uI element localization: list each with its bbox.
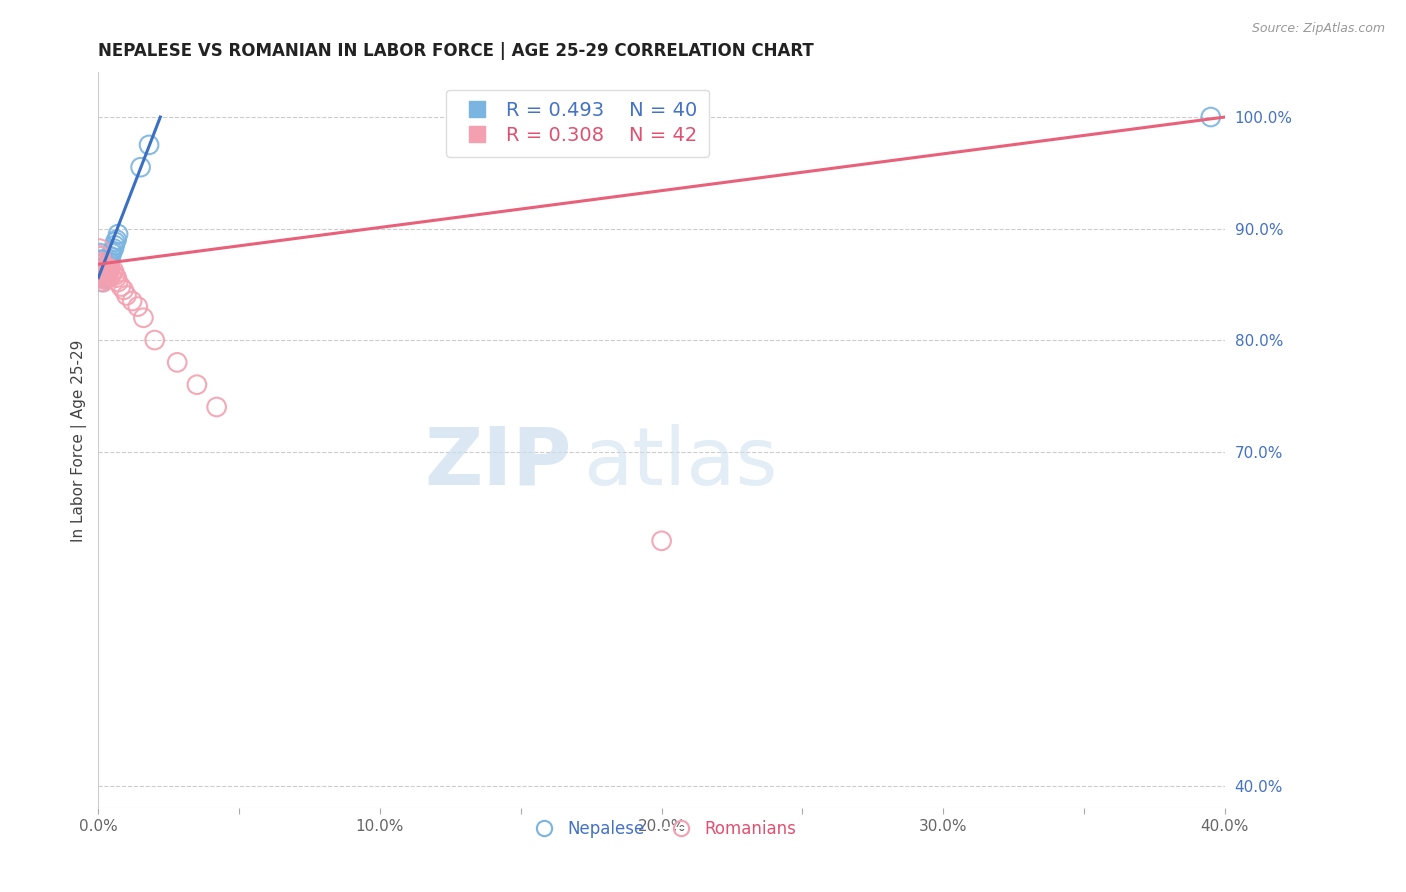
Point — [94, 273, 117, 287]
Point — [98, 255, 121, 269]
Point — [93, 264, 115, 278]
Point — [101, 266, 124, 280]
Point — [98, 264, 121, 278]
Point — [100, 249, 122, 263]
Point — [651, 533, 673, 548]
Point — [110, 279, 132, 293]
Point — [104, 268, 127, 283]
Point — [97, 257, 120, 271]
Point — [89, 248, 111, 262]
Point — [90, 260, 112, 274]
Point — [121, 293, 143, 308]
Point — [96, 268, 118, 283]
Point — [91, 275, 114, 289]
Point — [90, 264, 112, 278]
Point — [98, 261, 121, 276]
Point — [93, 266, 115, 280]
Point — [93, 268, 115, 283]
Point — [91, 252, 114, 267]
Text: ZIP: ZIP — [425, 424, 571, 501]
Point — [90, 268, 112, 283]
Point — [93, 261, 115, 276]
Point — [91, 271, 114, 285]
Point — [90, 260, 112, 275]
Point — [127, 300, 149, 314]
Point — [90, 270, 112, 285]
Point — [98, 252, 121, 267]
Point — [89, 255, 111, 269]
Point — [91, 260, 114, 274]
Point — [1199, 110, 1222, 124]
Point — [94, 264, 117, 278]
Text: NEPALESE VS ROMANIAN IN LABOR FORCE | AGE 25-29 CORRELATION CHART: NEPALESE VS ROMANIAN IN LABOR FORCE | AG… — [98, 42, 814, 60]
Point — [93, 260, 115, 275]
Point — [100, 268, 122, 283]
Point — [103, 264, 125, 278]
Text: Source: ZipAtlas.com: Source: ZipAtlas.com — [1251, 22, 1385, 36]
Point — [96, 260, 118, 275]
Point — [96, 268, 118, 283]
Point — [90, 252, 112, 267]
Point — [93, 261, 115, 276]
Legend: Nepalese, Romanians: Nepalese, Romanians — [520, 813, 803, 844]
Point — [103, 242, 125, 256]
Point — [90, 255, 112, 269]
Y-axis label: In Labor Force | Age 25-29: In Labor Force | Age 25-29 — [72, 339, 87, 541]
Point — [91, 266, 114, 280]
Point — [205, 400, 228, 414]
Point — [107, 227, 129, 241]
Point — [105, 270, 128, 285]
Point — [93, 270, 115, 285]
Point — [101, 246, 124, 260]
Point — [93, 270, 115, 285]
Point — [98, 255, 121, 269]
Point — [105, 233, 128, 247]
Point — [94, 264, 117, 278]
Point — [96, 264, 118, 278]
Point — [90, 257, 112, 271]
Point — [90, 268, 112, 283]
Point — [112, 283, 135, 297]
Point — [138, 137, 160, 152]
Point — [97, 266, 120, 280]
Point — [104, 238, 127, 252]
Point — [107, 275, 129, 289]
Point — [89, 246, 111, 260]
Point — [94, 271, 117, 285]
Point — [115, 288, 138, 302]
Point — [93, 268, 115, 283]
Point — [89, 242, 111, 256]
Point — [101, 244, 124, 258]
Point — [91, 264, 114, 278]
Point — [132, 310, 155, 325]
Point — [143, 333, 166, 347]
Point — [90, 257, 112, 271]
Point — [90, 264, 112, 278]
Point — [93, 275, 115, 289]
Point — [98, 264, 121, 278]
Point — [166, 355, 188, 369]
Point — [93, 271, 115, 285]
Point — [186, 377, 208, 392]
Point — [90, 260, 112, 275]
Point — [96, 264, 118, 278]
Point — [129, 160, 152, 174]
Text: atlas: atlas — [582, 424, 778, 501]
Point — [96, 260, 118, 274]
Point — [96, 260, 118, 275]
Point — [90, 249, 112, 263]
Point — [104, 235, 127, 249]
